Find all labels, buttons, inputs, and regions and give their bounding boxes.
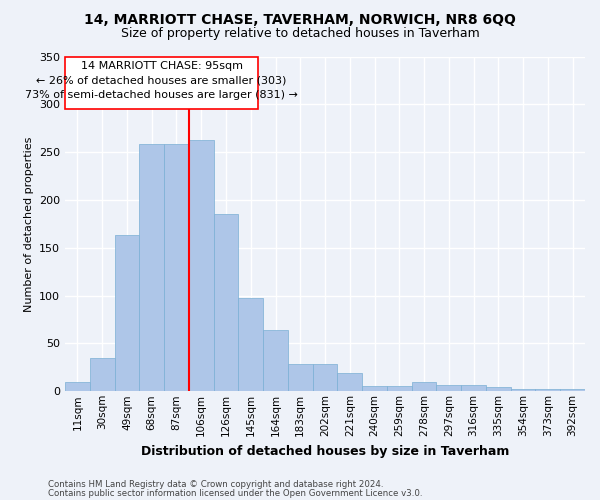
X-axis label: Distribution of detached houses by size in Taverham: Distribution of detached houses by size …	[141, 444, 509, 458]
Bar	[238, 298, 263, 392]
Y-axis label: Number of detached properties: Number of detached properties	[23, 136, 34, 312]
FancyBboxPatch shape	[65, 56, 258, 109]
Bar	[387, 386, 412, 392]
Bar	[288, 364, 313, 392]
Bar	[189, 140, 214, 392]
Bar	[164, 144, 189, 392]
Text: ← 26% of detached houses are smaller (303): ← 26% of detached houses are smaller (30…	[37, 76, 287, 86]
Bar	[362, 386, 387, 392]
Bar	[90, 358, 115, 392]
Bar	[313, 364, 337, 392]
Bar	[214, 214, 238, 392]
Bar	[65, 382, 90, 392]
Text: 14 MARRIOTT CHASE: 95sqm: 14 MARRIOTT CHASE: 95sqm	[80, 61, 242, 71]
Bar	[412, 382, 436, 392]
Text: Contains public sector information licensed under the Open Government Licence v3: Contains public sector information licen…	[48, 488, 422, 498]
Text: Contains HM Land Registry data © Crown copyright and database right 2024.: Contains HM Land Registry data © Crown c…	[48, 480, 383, 489]
Text: 14, MARRIOTT CHASE, TAVERHAM, NORWICH, NR8 6QQ: 14, MARRIOTT CHASE, TAVERHAM, NORWICH, N…	[84, 12, 516, 26]
Bar	[436, 384, 461, 392]
Bar	[115, 236, 139, 392]
Bar	[139, 144, 164, 392]
Bar	[560, 390, 585, 392]
Bar	[511, 390, 535, 392]
Text: 73% of semi-detached houses are larger (831) →: 73% of semi-detached houses are larger (…	[25, 90, 298, 100]
Bar	[486, 388, 511, 392]
Bar	[535, 390, 560, 392]
Bar	[337, 373, 362, 392]
Bar	[263, 330, 288, 392]
Bar	[461, 384, 486, 392]
Text: Size of property relative to detached houses in Taverham: Size of property relative to detached ho…	[121, 28, 479, 40]
